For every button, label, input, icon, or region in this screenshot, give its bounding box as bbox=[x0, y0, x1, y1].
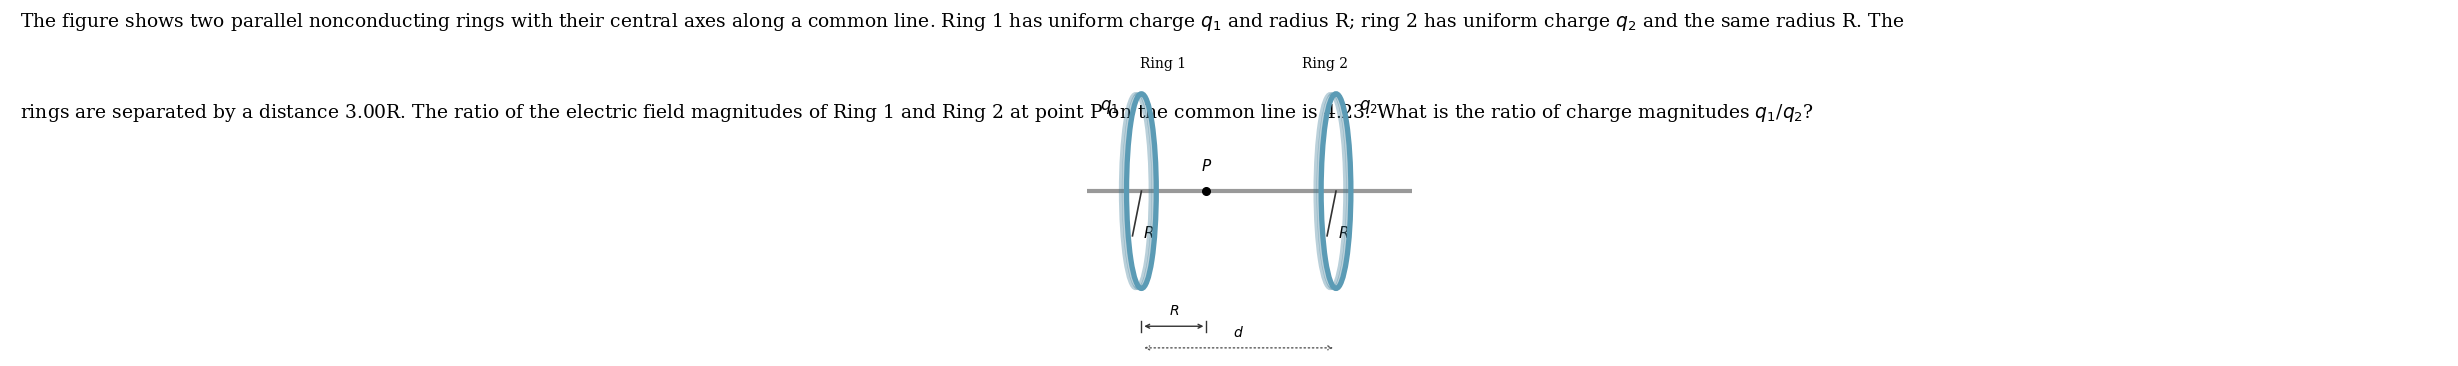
Text: $q_2$: $q_2$ bbox=[1359, 98, 1379, 116]
Text: Ring 2: Ring 2 bbox=[1303, 57, 1347, 71]
Text: rings are separated by a distance 3.00R. The ratio of the electric field magnitu: rings are separated by a distance 3.00R.… bbox=[20, 102, 1814, 124]
Text: $R$: $R$ bbox=[1168, 304, 1180, 318]
Text: $P$: $P$ bbox=[1200, 157, 1212, 173]
Text: $R$: $R$ bbox=[1143, 225, 1155, 241]
Text: Ring 1: Ring 1 bbox=[1141, 57, 1187, 71]
Text: $R$: $R$ bbox=[1337, 225, 1349, 241]
Text: $q_1$: $q_1$ bbox=[1099, 98, 1118, 116]
Text: $d$: $d$ bbox=[1234, 325, 1244, 340]
Text: The figure shows two parallel nonconducting rings with their central axes along : The figure shows two parallel nonconduct… bbox=[20, 11, 1905, 33]
